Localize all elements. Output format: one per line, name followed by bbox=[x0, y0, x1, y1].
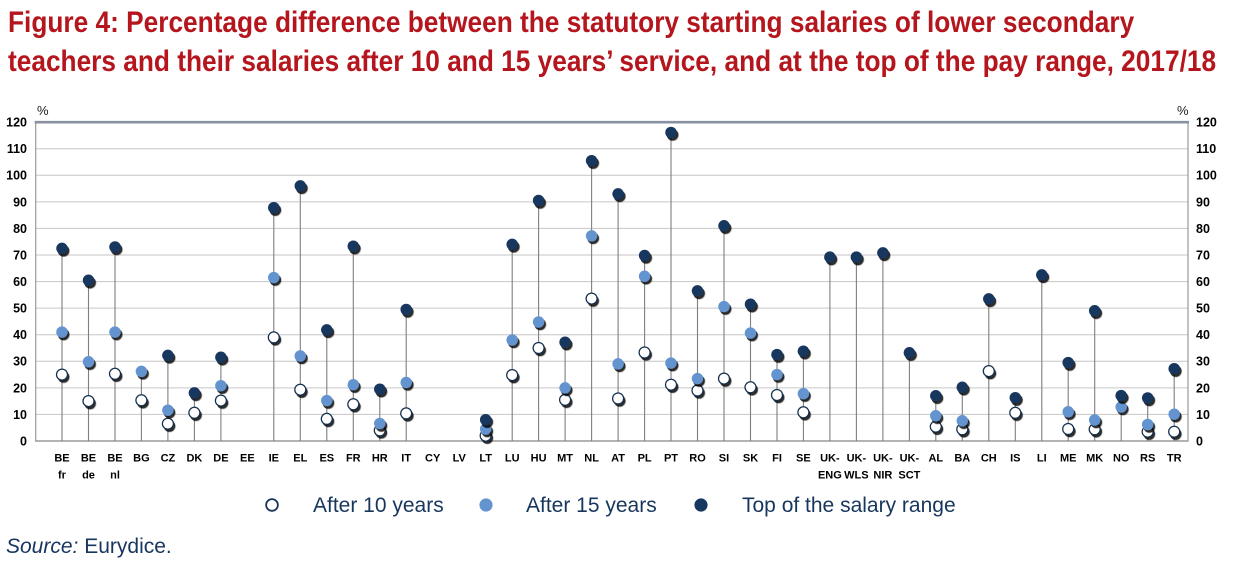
svg-text:30: 30 bbox=[1196, 355, 1210, 369]
svg-text:BA: BA bbox=[954, 453, 970, 465]
svg-text:DE: DE bbox=[213, 453, 228, 465]
svg-text:%: % bbox=[37, 103, 49, 118]
svg-text:40: 40 bbox=[13, 328, 27, 342]
svg-text:EE: EE bbox=[240, 453, 255, 465]
svg-text:20: 20 bbox=[1196, 381, 1210, 395]
svg-text:50: 50 bbox=[1196, 302, 1210, 316]
svg-text:FR: FR bbox=[346, 453, 361, 465]
svg-text:SK: SK bbox=[743, 453, 758, 465]
svg-text:AT: AT bbox=[611, 453, 625, 465]
svg-text:NIR: NIR bbox=[873, 470, 892, 482]
svg-text:DK: DK bbox=[186, 453, 202, 465]
svg-text:%: % bbox=[1177, 103, 1189, 118]
svg-text:CH: CH bbox=[981, 453, 997, 465]
svg-text:WLS: WLS bbox=[844, 470, 868, 482]
svg-text:TR: TR bbox=[1167, 453, 1182, 465]
svg-text:20: 20 bbox=[13, 381, 27, 395]
svg-text:EL: EL bbox=[293, 453, 307, 465]
svg-text:ME: ME bbox=[1060, 453, 1077, 465]
svg-text:50: 50 bbox=[13, 302, 27, 316]
svg-text:After 10 years: After 10 years bbox=[313, 494, 444, 517]
svg-text:RO: RO bbox=[689, 453, 706, 465]
svg-text:IS: IS bbox=[1010, 453, 1020, 465]
svg-text:HU: HU bbox=[531, 453, 547, 465]
svg-text:Top of the salary range: Top of the salary range bbox=[742, 494, 956, 517]
svg-text:ES: ES bbox=[319, 453, 334, 465]
svg-text:IT: IT bbox=[401, 453, 411, 465]
svg-text:PT: PT bbox=[664, 453, 678, 465]
svg-text:BE: BE bbox=[81, 453, 96, 465]
svg-text:NO: NO bbox=[1113, 453, 1130, 465]
svg-text:UK-: UK- bbox=[873, 453, 893, 465]
svg-text:120: 120 bbox=[1196, 116, 1217, 130]
svg-text:LT: LT bbox=[479, 453, 492, 465]
svg-text:40: 40 bbox=[1196, 328, 1210, 342]
svg-text:BG: BG bbox=[133, 453, 150, 465]
svg-text:110: 110 bbox=[7, 142, 27, 156]
svg-text:LU: LU bbox=[505, 453, 520, 465]
svg-text:LI: LI bbox=[1037, 453, 1047, 465]
svg-text:70: 70 bbox=[1196, 248, 1210, 262]
svg-text:60: 60 bbox=[13, 275, 27, 289]
svg-text:60: 60 bbox=[1196, 275, 1210, 289]
svg-text:CY: CY bbox=[425, 453, 441, 465]
svg-text:MT: MT bbox=[557, 453, 573, 465]
svg-text:BE: BE bbox=[54, 453, 69, 465]
svg-text:BE: BE bbox=[107, 453, 122, 465]
svg-text:AL: AL bbox=[928, 453, 943, 465]
svg-text:UK-: UK- bbox=[900, 453, 920, 465]
svg-text:0: 0 bbox=[20, 434, 27, 448]
svg-text:0: 0 bbox=[1196, 434, 1203, 448]
svg-text:PL: PL bbox=[638, 453, 652, 465]
svg-text:SI: SI bbox=[719, 453, 729, 465]
svg-text:UK-: UK- bbox=[847, 453, 867, 465]
svg-text:UK-: UK- bbox=[820, 453, 840, 465]
svg-text:IE: IE bbox=[269, 453, 279, 465]
svg-text:HR: HR bbox=[372, 453, 388, 465]
svg-text:70: 70 bbox=[13, 248, 27, 262]
svg-text:NL: NL bbox=[584, 453, 599, 465]
svg-text:fr: fr bbox=[58, 470, 67, 482]
svg-text:120: 120 bbox=[6, 116, 27, 130]
svg-text:FI: FI bbox=[772, 453, 782, 465]
svg-text:80: 80 bbox=[13, 222, 27, 236]
svg-text:100: 100 bbox=[6, 169, 27, 183]
svg-text:After 15 years: After 15 years bbox=[526, 494, 657, 517]
svg-text:90: 90 bbox=[13, 195, 27, 209]
svg-text:MK: MK bbox=[1086, 453, 1103, 465]
svg-text:LV: LV bbox=[453, 453, 467, 465]
svg-text:SE: SE bbox=[796, 453, 811, 465]
svg-text:ENG: ENG bbox=[818, 470, 842, 482]
svg-text:nl: nl bbox=[110, 470, 120, 482]
svg-text:SCT: SCT bbox=[898, 470, 920, 482]
svg-text:RS: RS bbox=[1140, 453, 1155, 465]
svg-text:de: de bbox=[82, 470, 95, 482]
svg-text:10: 10 bbox=[13, 408, 27, 422]
svg-text:CZ: CZ bbox=[161, 453, 176, 465]
svg-text:100: 100 bbox=[1196, 169, 1217, 183]
svg-text:10: 10 bbox=[1196, 408, 1210, 422]
svg-text:90: 90 bbox=[1196, 195, 1210, 209]
svg-text:110: 110 bbox=[1196, 142, 1216, 156]
svg-text:30: 30 bbox=[13, 355, 27, 369]
svg-text:80: 80 bbox=[1196, 222, 1210, 236]
